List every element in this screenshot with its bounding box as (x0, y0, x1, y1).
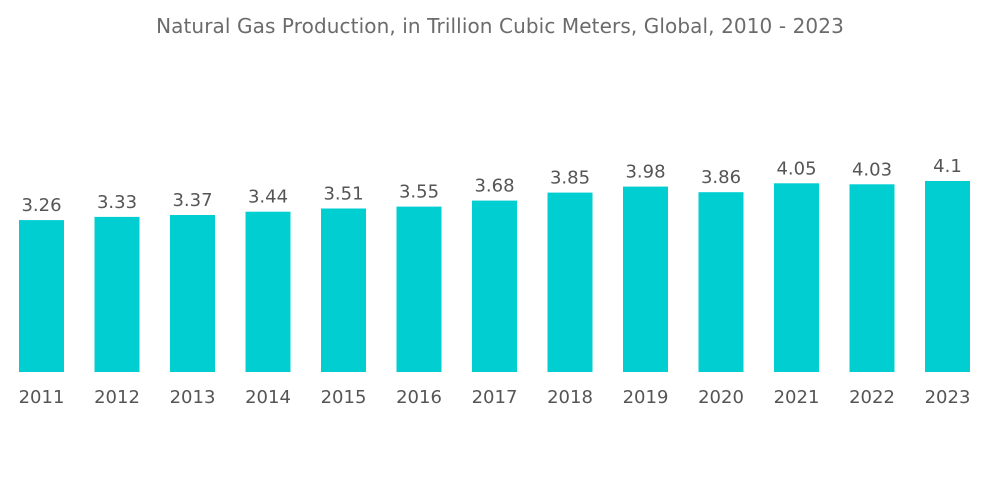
bar-2012 (94, 216, 140, 372)
bars-group (19, 181, 970, 372)
value-label-2015: 3.51 (323, 184, 363, 205)
value-label-2013: 3.37 (172, 190, 212, 211)
x-tick-label-2014: 2014 (245, 387, 291, 408)
x-tick-label-2020: 2020 (698, 387, 744, 408)
x-tick-label-2013: 2013 (170, 387, 216, 408)
bar-2014 (245, 211, 291, 372)
bar-2021 (774, 183, 819, 372)
value-label-2016: 3.55 (399, 182, 439, 203)
value-label-2011: 3.26 (21, 195, 61, 216)
value-label-2017: 3.68 (474, 176, 514, 197)
x-tick-label-2016: 2016 (396, 387, 442, 408)
bar-2013 (170, 215, 215, 372)
x-tick-label-2021: 2021 (774, 387, 820, 408)
chart-title: Natural Gas Production, in Trillion Cubi… (156, 14, 844, 38)
bar-2023 (925, 181, 970, 372)
value-label-2022: 4.03 (852, 159, 892, 180)
value-labels-group: 3.26 3.33 3.37 3.44 3.51 3.55 3.68 3.85 3.98 3.86… (21, 156, 961, 216)
x-tick-label-2011: 2011 (19, 387, 65, 408)
value-label-2014: 3.44 (248, 187, 288, 208)
bar-2016 (396, 206, 442, 372)
bar-2018 (547, 192, 593, 372)
x-tick-label-2022: 2022 (849, 387, 895, 408)
value-label-2023: 4.1 (933, 156, 962, 177)
x-tick-label-2018: 2018 (547, 387, 593, 408)
bar-2015 (321, 208, 366, 372)
x-tick-label-2015: 2015 (321, 387, 367, 408)
bar-2019 (623, 186, 668, 372)
x-tick-label-2023: 2023 (925, 387, 971, 408)
x-tick-label-2012: 2012 (94, 387, 140, 408)
bar-2017 (472, 200, 517, 372)
bar-2022 (849, 184, 895, 372)
value-label-2019: 3.98 (625, 162, 665, 183)
value-label-2021: 4.05 (776, 158, 816, 179)
x-tick-label-2019: 2019 (623, 387, 669, 408)
x-tick-label-2017: 2017 (472, 387, 518, 408)
value-label-2018: 3.85 (550, 168, 590, 189)
value-label-2020: 3.86 (701, 167, 741, 188)
value-label-2012: 3.33 (97, 192, 137, 213)
x-axis-tick-labels: 2011 2012 2013 2014 2015 2016 2017 2018 2019 2020… (19, 387, 971, 408)
bar-2020 (698, 192, 744, 372)
bar-2011 (19, 220, 64, 372)
